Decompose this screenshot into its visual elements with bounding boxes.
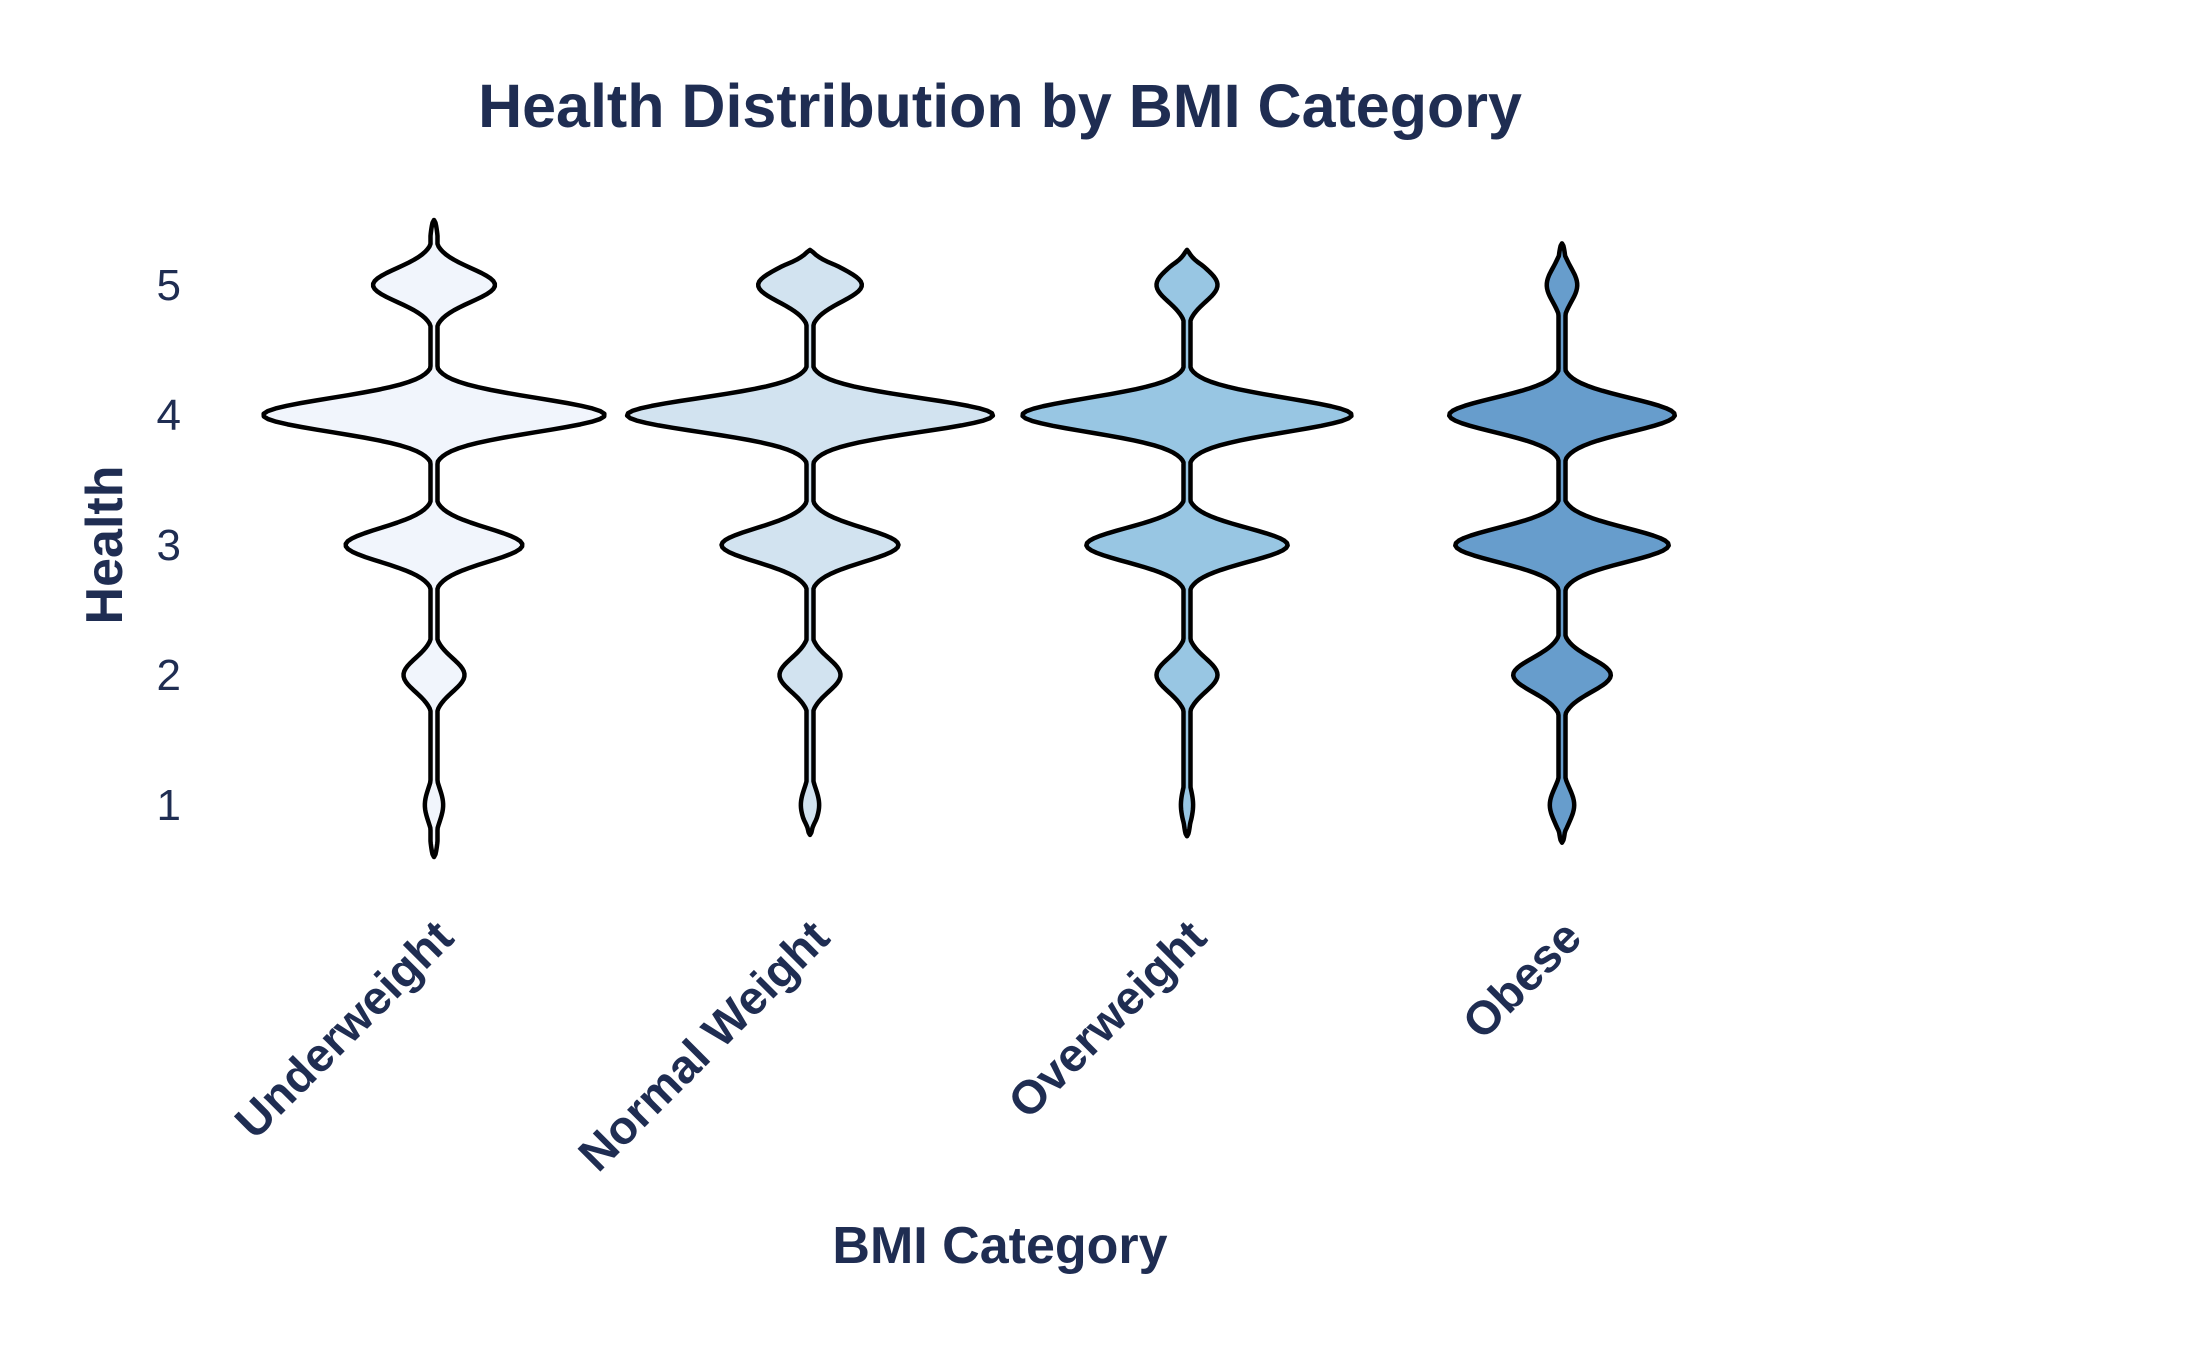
violin-normal-weight bbox=[624, 247, 996, 838]
violin-overweight bbox=[1020, 247, 1354, 839]
y-tick-label: 2 bbox=[157, 651, 181, 700]
x-tick-labels: Underweight Normal Weight Overweight Obese bbox=[224, 909, 1591, 1181]
y-tick-label: 4 bbox=[157, 391, 181, 440]
x-tick-label-obese: Obese bbox=[1452, 910, 1591, 1049]
violin-underweight bbox=[261, 217, 607, 860]
x-tick-label-normal-weight: Normal Weight bbox=[568, 909, 840, 1181]
y-tick-label: 3 bbox=[157, 521, 181, 570]
y-tick-label: 1 bbox=[157, 781, 181, 830]
y-axis-title: Health bbox=[76, 466, 134, 625]
violin-obese bbox=[1447, 241, 1677, 845]
violin-group bbox=[261, 217, 1677, 860]
y-tick-labels: 1 2 3 4 5 bbox=[157, 261, 181, 830]
y-tick-label: 5 bbox=[157, 261, 181, 310]
x-tick-label-overweight: Overweight bbox=[998, 909, 1217, 1128]
chart-title: Health Distribution by BMI Category bbox=[478, 72, 1522, 140]
x-axis-title: BMI Category bbox=[832, 1217, 1167, 1275]
x-tick-label-underweight: Underweight bbox=[224, 909, 463, 1148]
